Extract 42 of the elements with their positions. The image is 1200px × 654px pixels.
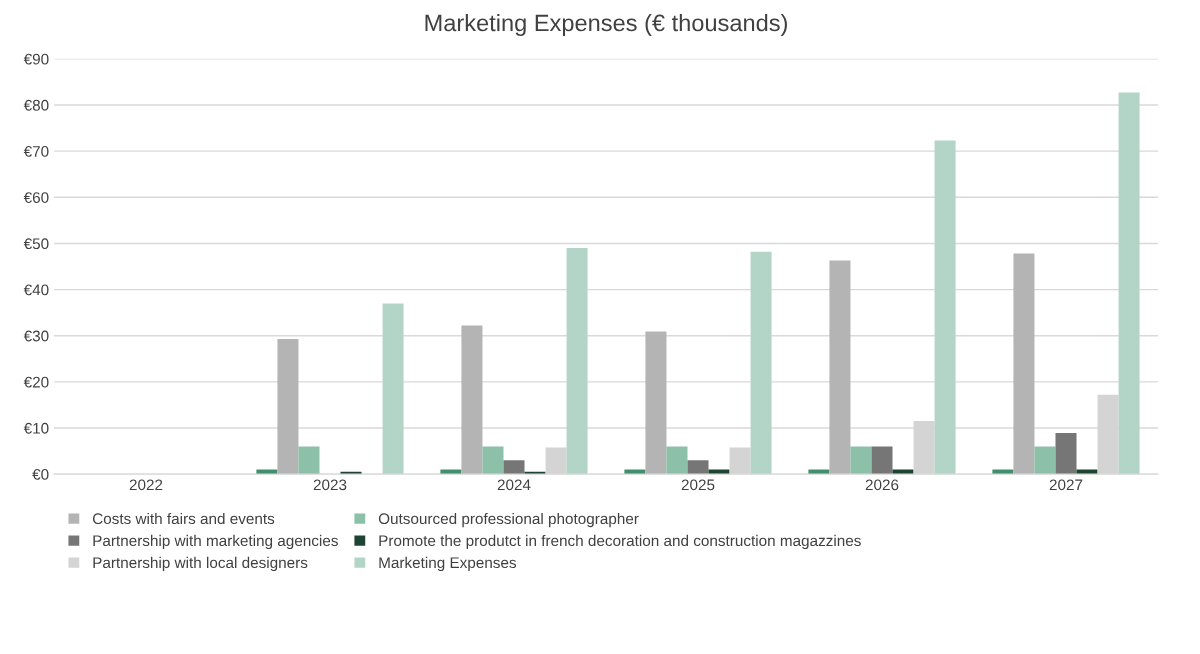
y-tick-label: €50: [23, 238, 49, 250]
bar: [687, 460, 709, 475]
y-tick-label: €70: [23, 146, 49, 157]
bar: [482, 446, 504, 475]
y-tick-label: €0: [32, 469, 49, 480]
bar: [850, 446, 872, 475]
bar: [298, 446, 320, 475]
y-tick-label: €60: [23, 192, 49, 203]
legend-label: Marketing Expenses: [379, 556, 517, 572]
bar: [1118, 92, 1140, 475]
bar: [1013, 253, 1035, 475]
y-tick-label: €10: [23, 422, 49, 434]
x-tick-label: 2027: [1049, 479, 1083, 491]
bar: [871, 446, 893, 475]
y-tick-label: €20: [23, 376, 49, 388]
bar: [1034, 446, 1056, 475]
bar: [461, 325, 483, 475]
x-tick-label: 2022: [129, 479, 163, 491]
x-tick-label: 2024: [497, 479, 531, 491]
y-tick-label: €80: [23, 99, 49, 111]
y-tick-label: €40: [23, 284, 49, 296]
bar: [666, 446, 688, 475]
bar: [503, 460, 525, 475]
bar: [750, 251, 772, 475]
chart-title: Marketing Expenses (€ thousands): [425, 13, 787, 36]
bar: [934, 140, 956, 475]
bar: [1055, 433, 1077, 475]
x-tick-label: 2025: [681, 479, 715, 491]
bar: [566, 248, 588, 475]
legend-label: Costs with fairs and events: [92, 512, 275, 525]
bar: [277, 338, 299, 475]
legend-label: Outsourced professional photographer: [378, 512, 639, 528]
legend-label: Promote the produtct in french decoration and construction magazzines: [379, 534, 861, 550]
bar: [382, 303, 404, 475]
legend-label: Partnership with marketing agencies: [93, 534, 338, 550]
legend-label: Partnership with local designers: [93, 556, 308, 572]
bar: [829, 260, 851, 475]
y-tick-label: €30: [23, 330, 49, 342]
x-tick-label: 2026: [865, 479, 899, 491]
x-tick-label: 2023: [313, 479, 347, 491]
y-tick-label: €90: [23, 53, 49, 65]
bar: [645, 331, 667, 475]
